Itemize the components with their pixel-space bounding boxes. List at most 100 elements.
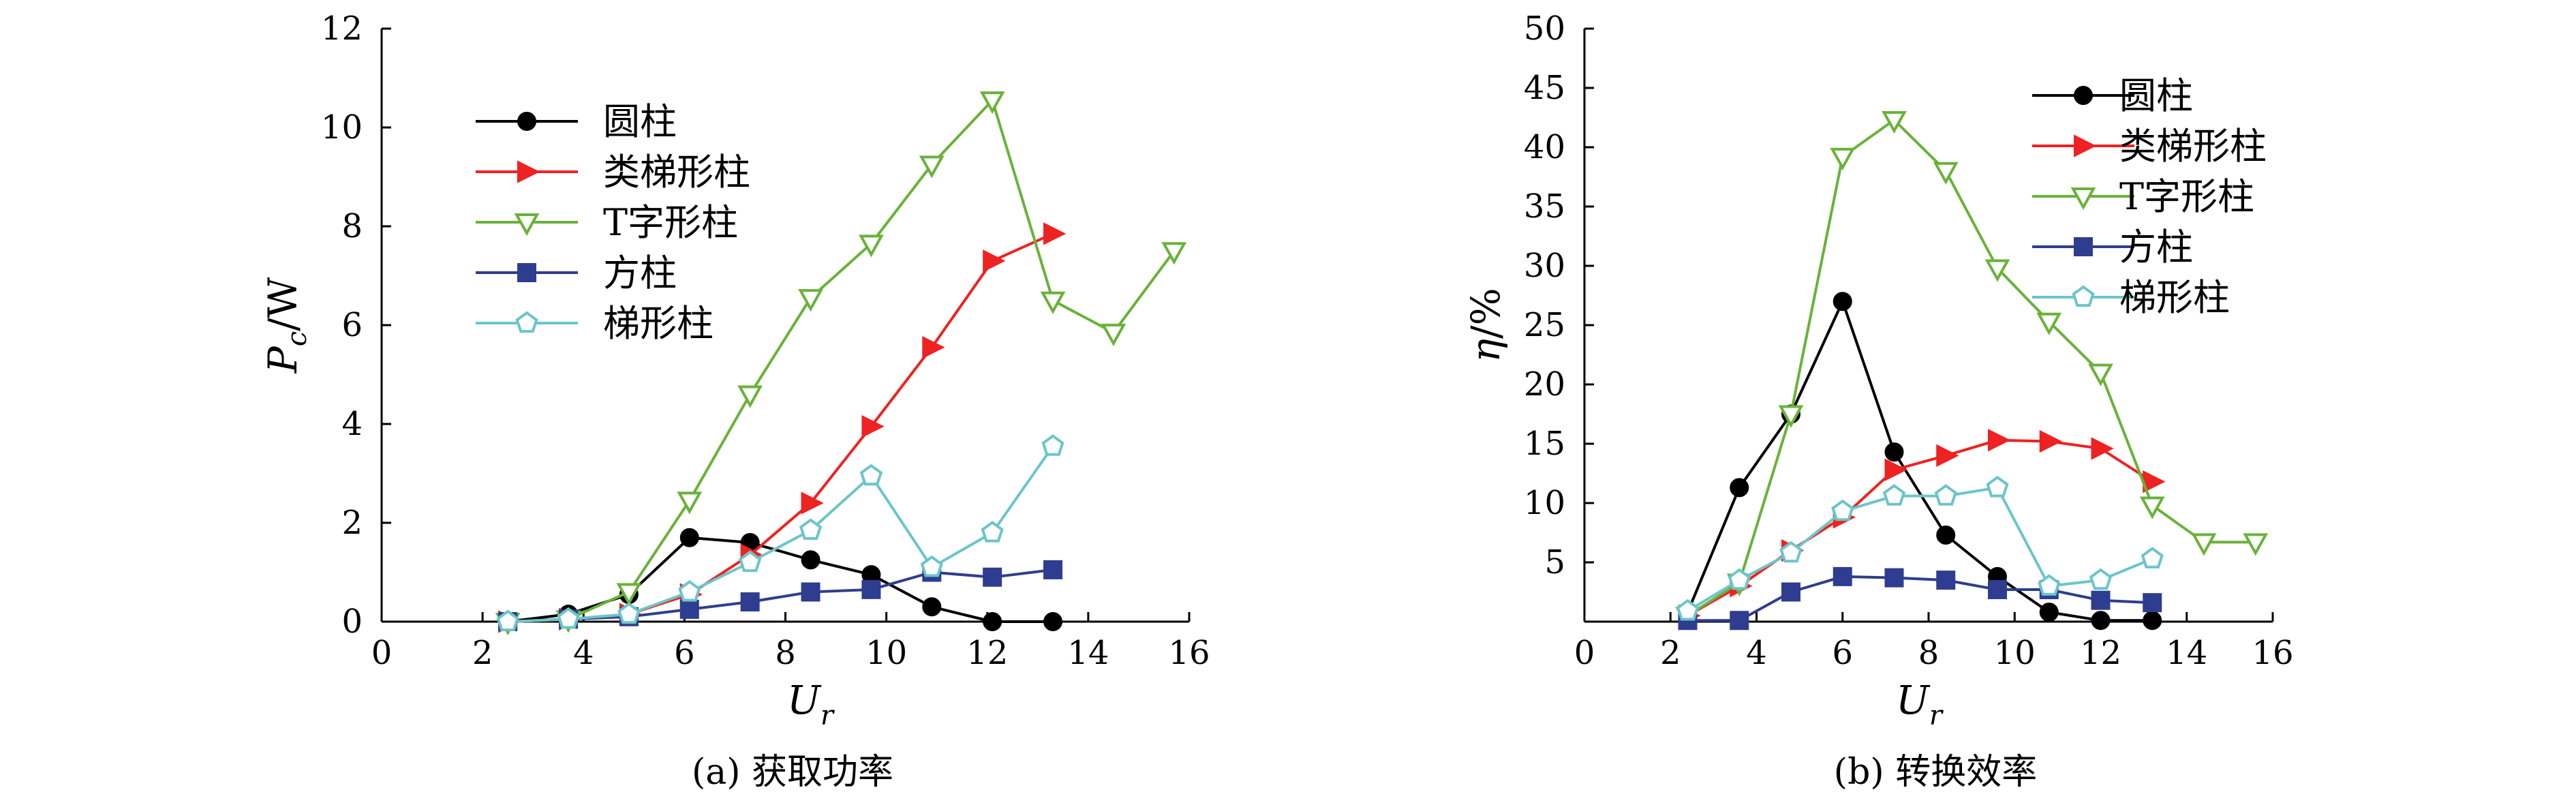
x-tick-label: 16 — [2252, 634, 2293, 672]
chart-b: 0 2 4 6 8 10 12 14 16 5 10 15 20 25 30 35 40 45 50 Ur η/% (b)… — [1462, 10, 2294, 793]
data-point — [1936, 444, 1959, 468]
data-point — [2039, 603, 2059, 622]
y-axis-label: η/% — [1462, 288, 1509, 362]
data-point — [1778, 405, 1804, 428]
y-tick-label: 50 — [1524, 10, 1565, 48]
legend-entry: T字形柱 — [476, 201, 738, 244]
x-tick-label: 12 — [2080, 634, 2121, 672]
data-point — [1041, 434, 1064, 456]
data-point — [983, 612, 1002, 631]
chart-a: 0 2 4 6 8 10 12 14 16 0 2 4 6 8 10 12 Ur Pc/W (a) 获取功率 圆柱类梯… — [260, 10, 1210, 793]
series-line — [508, 232, 1054, 623]
legend-marker — [517, 160, 540, 183]
data-point — [1831, 499, 1854, 521]
legend-marker — [514, 213, 540, 237]
series-line — [508, 445, 1054, 623]
data-point — [1728, 568, 1751, 590]
data-point — [740, 592, 760, 611]
data-point — [2091, 611, 2111, 631]
x-tick-label: 10 — [865, 634, 907, 672]
data-point — [801, 550, 821, 570]
data-point — [1986, 475, 2009, 498]
legend-entry: 类梯形柱 — [476, 151, 750, 194]
chart-caption: (a) 获取功率 — [692, 752, 893, 793]
y-tick-label: 2 — [341, 504, 363, 542]
data-point — [2036, 312, 2062, 335]
data-point — [2143, 611, 2162, 631]
data-point — [1830, 147, 1856, 171]
legend-label: 梯形柱 — [2119, 276, 2230, 319]
series-line — [508, 99, 1176, 623]
data-point — [557, 607, 580, 629]
data-point — [981, 521, 1004, 543]
x-tick-label: 2 — [472, 634, 493, 672]
x-tick-label: 6 — [1832, 634, 1853, 672]
data-point — [1040, 291, 1066, 314]
series-4 — [496, 434, 1064, 632]
x-axis-label: Ur — [787, 677, 835, 731]
data-point — [983, 567, 1002, 587]
y-tick-label: 10 — [321, 108, 363, 147]
x-tick-label: 14 — [1067, 634, 1109, 672]
series-line — [1687, 575, 2153, 622]
series-line — [1687, 119, 2256, 617]
data-point — [1936, 571, 1956, 590]
x-tick-label: 6 — [674, 634, 695, 672]
legend-marker — [2072, 285, 2095, 307]
data-point — [979, 91, 1005, 115]
x-tick-label: 8 — [775, 634, 796, 672]
data-point — [1933, 162, 1959, 185]
data-point — [1101, 323, 1126, 346]
legend-label: 梯形柱 — [603, 302, 714, 345]
chart-caption: (b) 转换效率 — [1834, 752, 2037, 793]
data-point — [1984, 259, 2010, 282]
series-line — [1687, 438, 2153, 618]
x-tick-label: 12 — [966, 634, 1008, 672]
y-tick-label: 8 — [341, 207, 363, 245]
x-tick-label: 10 — [1994, 634, 2036, 672]
series-1 — [498, 222, 1067, 633]
x-tick-label: 0 — [371, 634, 393, 672]
data-point — [1730, 611, 1749, 631]
series-1 — [1678, 429, 2166, 627]
x-axis-label-sub: r — [821, 700, 835, 731]
x-tick-label: 4 — [573, 634, 594, 672]
data-point — [2088, 363, 2113, 386]
y-axis-label-unit: /W — [260, 277, 306, 331]
legend-label: 类梯形柱 — [603, 151, 750, 194]
data-point — [1779, 541, 1803, 563]
legend-entry: 类梯形柱 — [2032, 125, 2267, 168]
data-point — [798, 289, 823, 312]
y-tick-label: 5 — [1544, 543, 1565, 581]
y-axis-label-sub: c — [281, 331, 313, 346]
data-point — [1884, 442, 1904, 462]
legend-marker — [2074, 134, 2097, 157]
data-point — [922, 336, 945, 359]
data-point — [1043, 560, 1063, 579]
data-point — [2039, 429, 2062, 453]
x-tick-label: 14 — [2166, 634, 2207, 672]
y-tick-label: 0 — [341, 603, 363, 641]
legend-entry: 圆柱 — [2032, 74, 2193, 117]
x-axis-label: Ur — [1896, 677, 1944, 731]
x-tick-label: 0 — [1574, 634, 1595, 672]
legend-entry: 梯形柱 — [476, 302, 714, 345]
data-point — [1884, 458, 1907, 481]
y-tick-label: 20 — [1524, 365, 1565, 404]
data-point — [617, 602, 641, 624]
data-point — [2139, 496, 2165, 519]
data-point — [1988, 429, 2011, 452]
legend-label: 圆柱 — [603, 100, 677, 143]
legend-entry: 圆柱 — [476, 100, 677, 143]
data-point — [677, 491, 703, 515]
data-point — [739, 550, 762, 573]
x-axis-label-main: U — [787, 677, 822, 723]
legend-label: T字形柱 — [603, 201, 738, 244]
y-tick-label: 10 — [1524, 484, 1565, 522]
y-tick-label: 15 — [1524, 425, 1565, 463]
data-point — [678, 580, 701, 602]
data-point — [801, 491, 824, 515]
y-tick-label: 25 — [1524, 306, 1565, 344]
y-tick-label: 30 — [1524, 247, 1565, 285]
y-tick-label: 6 — [341, 306, 363, 344]
